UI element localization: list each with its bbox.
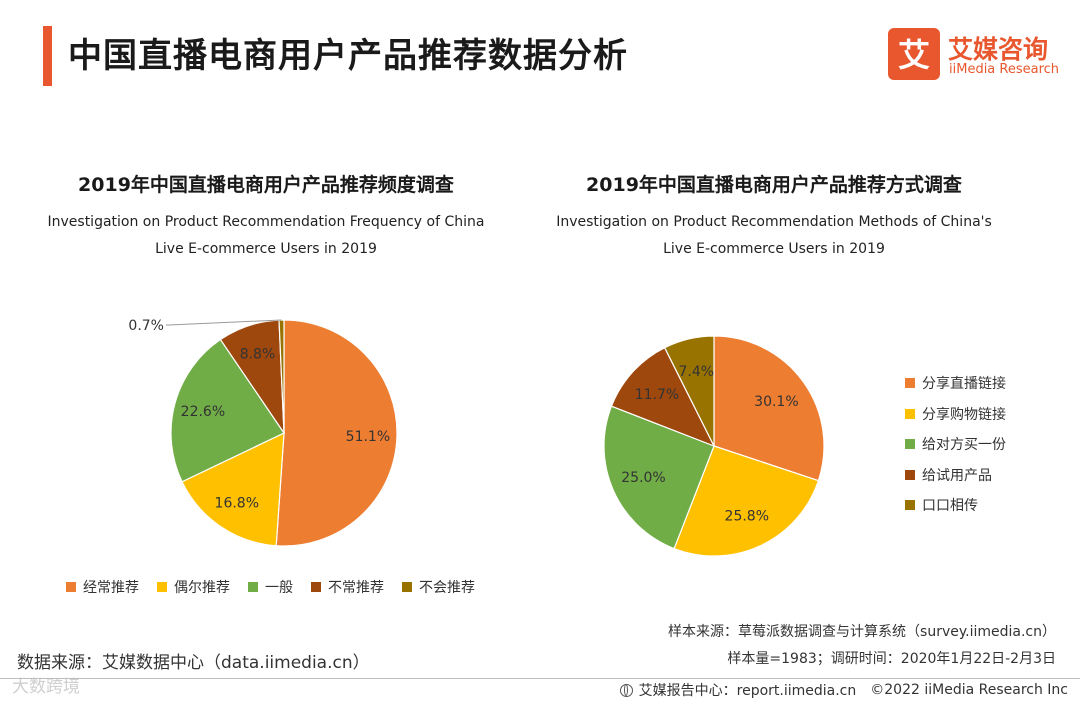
sample-size-note: 样本量=1983；调研时间：2020年1月22日-2月3日 — [727, 651, 1056, 667]
chart-1-data-label-2: 22.6% — [181, 404, 225, 420]
footer-bar: 艾媒报告中心：report.iimedia.cn ©2022 iiMedia R… — [619, 680, 1068, 700]
chart-2-subtitle-line1: Investigation on Product Recommendation … — [556, 214, 992, 230]
chart-2-data-label-2: 25.0% — [621, 470, 665, 486]
chart-1-title: 2019年中国直播电商用户产品推荐频度调查 — [78, 174, 454, 196]
chart-2-legend-swatch — [905, 469, 915, 480]
chart-1-legend-swatch — [311, 582, 321, 592]
chart-2-legend-label: 分享直播链接 — [922, 376, 1006, 393]
data-source-label: 数据来源：艾媒数据中心（data.iimedia.cn） — [17, 653, 370, 673]
footer-divider — [0, 678, 1080, 679]
chart-2-data-label-4: 7.4% — [679, 364, 715, 380]
chart-1-data-label-0: 51.1% — [346, 429, 390, 445]
chart-1-legend-swatch — [66, 582, 76, 592]
chart-2-slice-2 — [603, 405, 715, 550]
report-center-link[interactable]: 艾媒报告中心：report.iimedia.cn — [638, 683, 857, 699]
chart-1-legend-label: 偶尔推荐 — [174, 580, 230, 596]
watermark-text: 大数跨境 — [12, 677, 80, 697]
chart-2-legend-label: 分享购物链接 — [922, 406, 1006, 423]
chart-1-legend-item: 经常推荐 — [66, 577, 139, 597]
title-accent-bar — [43, 26, 52, 86]
chart-1-legend-item: 一般 — [248, 577, 293, 597]
chart-2-slice-1 — [673, 445, 820, 557]
chart-1-legend: 经常推荐 偶尔推荐 一般 不常推荐 不会推荐 — [66, 577, 493, 597]
chart-1-legend-item: 不会推荐 — [402, 577, 475, 597]
chart-2-legend-swatch — [905, 378, 915, 389]
copyright-text: ©2022 iiMedia Research Inc — [870, 682, 1068, 698]
chart-2-subtitle-line2: Live E-commerce Users in 2019 — [663, 241, 885, 257]
chart-1-data-label-3: 8.8% — [240, 346, 276, 362]
chart-2-slice-0 — [713, 335, 825, 482]
chart-1-legend-item: 偶尔推荐 — [157, 577, 230, 597]
chart-2-legend: 分享直播链接 分享购物链接 给对方买一份 给试用产品口口相传 — [905, 368, 1006, 521]
chart-1-legend-swatch — [402, 582, 412, 592]
chart-2-legend-label: 给试用产品 — [922, 467, 992, 484]
chart-2-legend-item: 给试用产品 — [905, 460, 1006, 491]
chart-2-header: 2019年中国直播电商用户产品推荐方式调查 Investigation on P… — [514, 170, 1034, 263]
logo-text-en: iiMedia Research — [949, 62, 1060, 77]
chart-2-data-label-1: 25.8% — [725, 509, 769, 525]
logo-mark-icon: 艾 — [888, 28, 940, 80]
chart-1-slice-2 — [170, 338, 285, 483]
chart-2-legend-item: 给对方买一份 — [905, 429, 1006, 460]
chart-2-legend-item: 口口相传 — [905, 490, 1006, 521]
chart-1-legend-label: 一般 — [265, 580, 293, 596]
chart-1-legend-label: 不常推荐 — [328, 580, 384, 596]
chart-1-leader-line-4 — [166, 319, 282, 326]
chart-2-legend-item: 分享直播链接 — [905, 368, 1006, 399]
chart-2-legend-item: 分享购物链接 — [905, 399, 1006, 430]
chart-1-slice-0 — [275, 319, 398, 547]
chart-1-subtitle-line1: Investigation on Product Recommendation … — [47, 214, 485, 230]
chart-1-legend-label: 经常推荐 — [83, 580, 139, 596]
globe-icon — [619, 683, 633, 697]
chart-2-legend-label: 给对方买一份 — [922, 437, 1006, 454]
chart-2-legend-label: 口口相传 — [922, 498, 978, 515]
iimedia-logo[interactable]: 艾 艾媒咨询 iiMedia Research — [888, 28, 1068, 84]
chart-2-slice-3 — [610, 346, 716, 448]
chart-2-data-label-0: 30.1% — [754, 394, 798, 410]
chart-1-header: 2019年中国直播电商用户产品推荐频度调查 Investigation on P… — [6, 170, 526, 263]
chart-1-slice-1 — [181, 432, 285, 547]
chart-1-legend-item: 不常推荐 — [311, 577, 384, 597]
chart-2-legend-swatch — [905, 439, 915, 450]
chart-2-data-label-3: 11.7% — [635, 387, 679, 403]
sample-source-note: 样本来源：草莓派数据调查与计算系统（survey.iimedia.cn） — [668, 624, 1056, 640]
chart-1-data-label-1: 16.8% — [215, 496, 259, 512]
chart-2-title: 2019年中国直播电商用户产品推荐方式调查 — [586, 174, 962, 196]
page-title: 中国直播电商用户产品推荐数据分析 — [68, 36, 628, 76]
chart-1-legend-swatch — [248, 582, 258, 592]
chart-1-subtitle-line2: Live E-commerce Users in 2019 — [155, 241, 377, 257]
chart-1-legend-swatch — [157, 582, 167, 592]
logo-text-cn: 艾媒咨询 — [948, 35, 1049, 64]
logo-mark-glyph: 艾 — [898, 36, 930, 74]
chart-1-data-label-4: 0.7% — [128, 318, 164, 334]
chart-2-legend-swatch — [905, 500, 915, 511]
chart-1-legend-label: 不会推荐 — [419, 580, 475, 596]
chart-2-legend-swatch — [905, 408, 915, 419]
chart-2-slice-4 — [663, 335, 715, 447]
